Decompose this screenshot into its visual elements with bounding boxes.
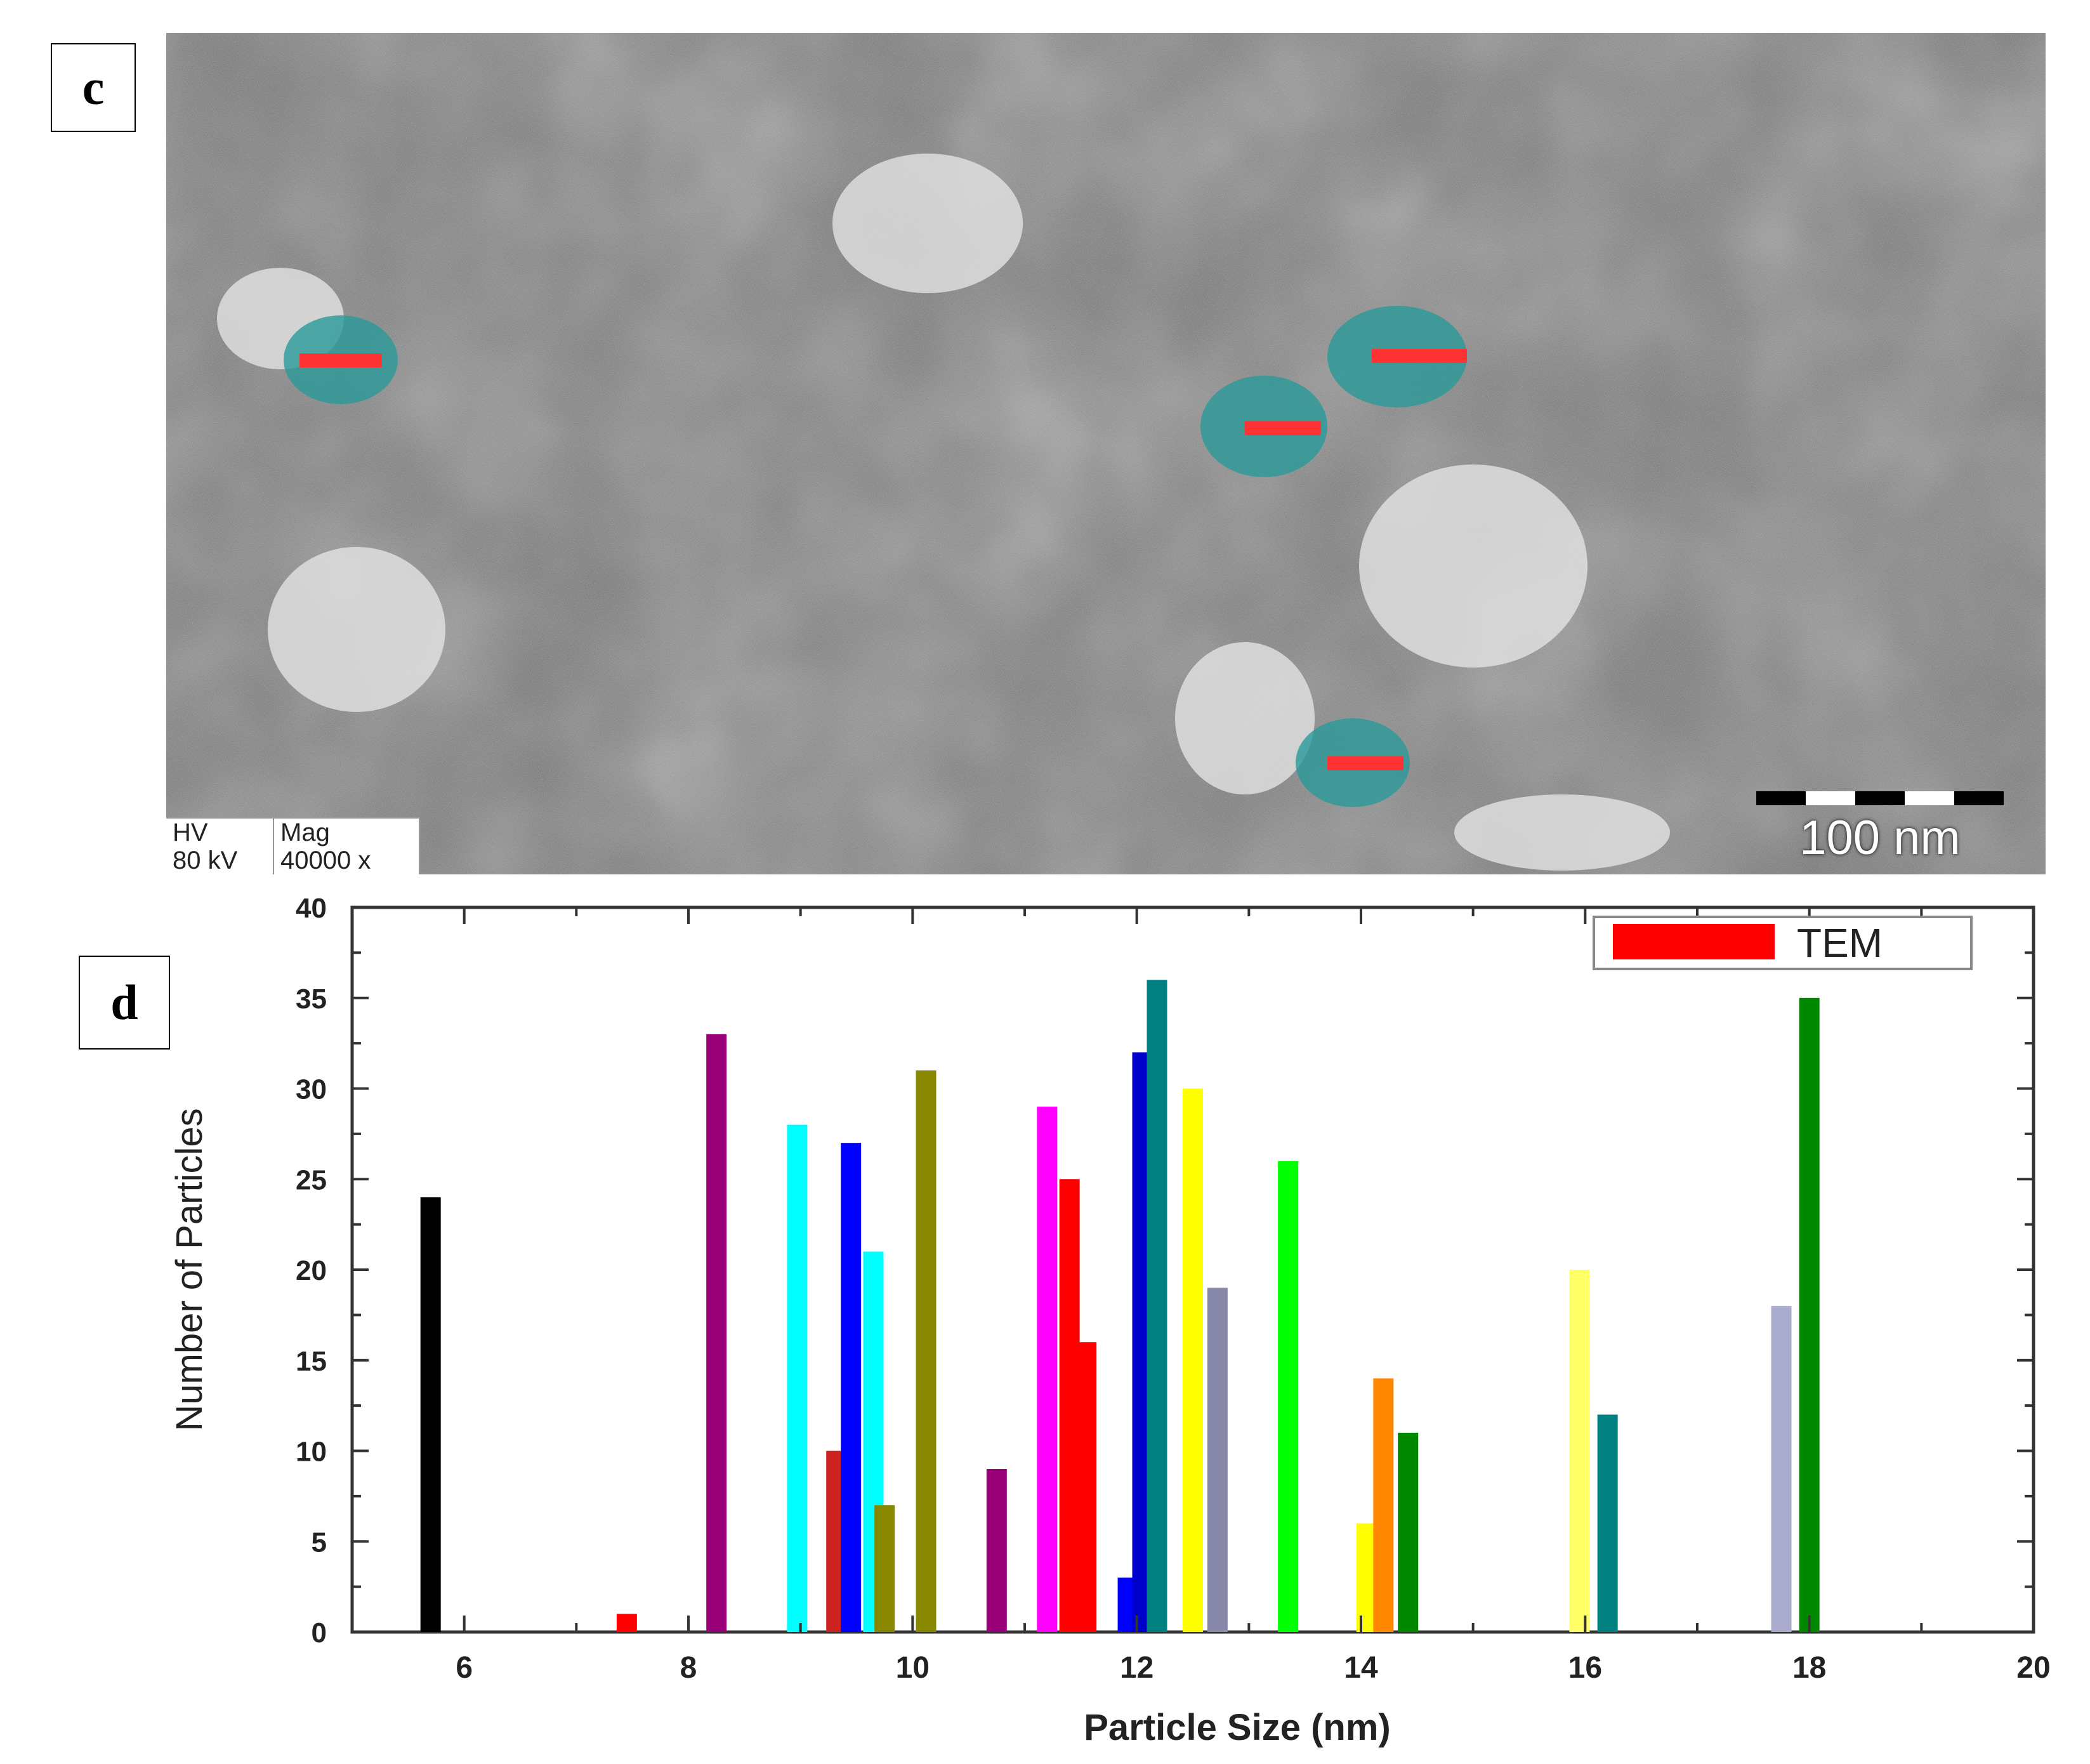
x-tick-label: 10 — [896, 1651, 930, 1685]
y-tick-label: 20 — [296, 1255, 327, 1286]
bar-10 — [1037, 1107, 1058, 1632]
bar-17 — [1207, 1287, 1228, 1632]
bar-23 — [1597, 1414, 1618, 1632]
scale-bar: 100 nm — [1756, 791, 2004, 866]
bar-1 — [616, 1614, 637, 1632]
bar-22 — [1569, 1270, 1590, 1632]
y-tick-label: 0 — [312, 1617, 327, 1649]
y-tick-label: 25 — [296, 1164, 327, 1195]
y-tick-label: 15 — [296, 1346, 327, 1377]
mag-label: Mag — [274, 819, 420, 846]
bar-3 — [787, 1124, 808, 1632]
x-tick-label: 20 — [2016, 1651, 2050, 1685]
bar-7 — [874, 1505, 895, 1632]
bars-layer — [420, 980, 1820, 1632]
bar-0 — [420, 1197, 441, 1632]
scale-bar-label: 100 nm — [1799, 811, 1961, 865]
bar-15 — [1147, 980, 1167, 1632]
x-tick-label: 16 — [1568, 1651, 1602, 1685]
y-tick-label: 10 — [296, 1437, 327, 1468]
legend-label: TEM — [1797, 920, 1883, 966]
bar-9 — [986, 1469, 1007, 1632]
ticks-layer: 6 8 10 12 14 16 18 20 0 5 10 15 20 25 30 35 40 — [296, 893, 2051, 1685]
bar-8 — [916, 1070, 937, 1632]
bar-24 — [1771, 1306, 1792, 1632]
legend-swatch — [1613, 924, 1775, 959]
x-tick-label: 14 — [1344, 1651, 1378, 1685]
bar-18 — [1278, 1161, 1299, 1632]
tem-texture — [166, 33, 2046, 874]
x-tick-label: 6 — [456, 1651, 473, 1685]
bar-21 — [1398, 1432, 1419, 1632]
bar-25 — [1799, 997, 1820, 1632]
bar-12 — [1076, 1342, 1097, 1632]
x-tick-label: 8 — [680, 1651, 697, 1685]
y-tick-label: 35 — [296, 984, 327, 1015]
tem-info-box: HV Mag 80 kV 40000 x — [166, 817, 420, 874]
legend: TEM — [1593, 916, 1973, 970]
y-tick-label: 30 — [296, 1074, 327, 1105]
panel-label-d: d — [79, 956, 170, 1050]
hv-value: 80 kV — [166, 846, 274, 874]
bar-5 — [841, 1143, 862, 1632]
particle-size-chart: 6 8 10 12 14 16 18 20 0 5 10 15 20 25 30 35 40 Number of… — [169, 893, 2051, 1748]
tem-micrograph: HV Mag 80 kV 40000 x 100 nm — [166, 33, 2046, 874]
bar-16 — [1183, 1088, 1203, 1632]
mag-value: 40000 x — [274, 846, 420, 874]
hv-label: HV — [166, 819, 274, 846]
panel-label-c: c — [51, 43, 136, 132]
x-tick-label: 12 — [1120, 1651, 1153, 1685]
x-tick-label: 18 — [1792, 1651, 1826, 1685]
bar-20 — [1373, 1378, 1394, 1632]
y-axis-label: Number of Particles — [169, 1108, 210, 1431]
x-axis-label: Particle Size (nm) — [1084, 1707, 1390, 1748]
y-tick-label: 40 — [296, 893, 327, 924]
bar-2 — [706, 1034, 727, 1632]
y-tick-label: 5 — [312, 1527, 327, 1558]
